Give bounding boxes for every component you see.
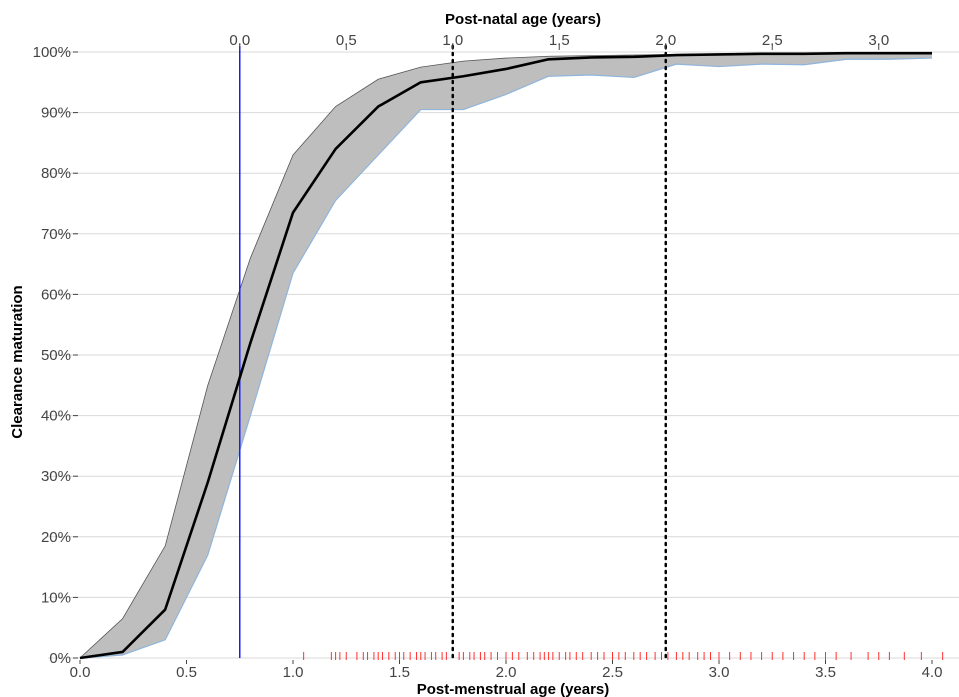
y-axis-ticks: 0% 10% 20% 30% 40% 50% 60% 70% 80% 90% 100% bbox=[33, 44, 78, 667]
median-series bbox=[79, 51, 932, 660]
x2-tick-label: 1.0 bbox=[442, 32, 463, 49]
x2-tick-label: 3.0 bbox=[868, 32, 889, 49]
band-area bbox=[80, 53, 932, 659]
x2-tick-label: 2.0 bbox=[655, 32, 676, 49]
uncertainty-band bbox=[79, 52, 933, 659]
x-axis-title: Post-menstrual age (years) bbox=[417, 681, 610, 697]
y-axis-title: Clearance maturation bbox=[9, 285, 26, 438]
y-tick-label: 90% bbox=[41, 105, 71, 122]
y-tick-label: 0% bbox=[49, 650, 71, 667]
y-tick-label: 60% bbox=[41, 286, 71, 303]
y-tick-label: 100% bbox=[33, 44, 71, 61]
x-tick-label: 2.0 bbox=[496, 664, 517, 681]
y-tick-label: 40% bbox=[41, 408, 71, 425]
band-upper-edge bbox=[79, 52, 932, 659]
x-tick-label: 0.5 bbox=[176, 664, 197, 681]
y-tick-label: 10% bbox=[41, 589, 71, 606]
y-tick-label: 50% bbox=[41, 347, 71, 364]
y-tick-label: 30% bbox=[41, 468, 71, 485]
x-tick-label: 3.5 bbox=[815, 664, 836, 681]
x-tick-label: 1.0 bbox=[283, 664, 304, 681]
x-tick-label: 0.0 bbox=[70, 664, 91, 681]
reference-lines bbox=[239, 44, 667, 660]
x2-tick-label: 0.5 bbox=[336, 32, 357, 49]
x-tick-label: 4.0 bbox=[922, 664, 943, 681]
median-line bbox=[79, 51, 932, 660]
x2-tick-label: 2.5 bbox=[762, 32, 783, 49]
y-tick-label: 70% bbox=[41, 226, 71, 243]
y-tick-label: 20% bbox=[41, 529, 71, 546]
x2-axis-title: Post-natal age (years) bbox=[445, 11, 601, 28]
top-x-axis-ticks: 0.0 0.5 1.0 1.5 2.0 2.5 3.0 bbox=[229, 32, 889, 50]
band-lower-edge bbox=[79, 57, 933, 659]
x-axis-ticks: 0.0 0.5 1.0 1.5 2.0 2.5 3.0 3.5 4.0 bbox=[70, 660, 943, 681]
x2-tick-label: 1.5 bbox=[549, 32, 570, 49]
x-tick-label: 2.5 bbox=[602, 664, 623, 681]
x2-tick-label: 0.0 bbox=[229, 32, 250, 49]
y-tick-label: 80% bbox=[41, 165, 71, 182]
x-tick-label: 3.0 bbox=[709, 664, 730, 681]
observation-rug bbox=[303, 652, 944, 660]
x-tick-label: 1.5 bbox=[389, 664, 410, 681]
